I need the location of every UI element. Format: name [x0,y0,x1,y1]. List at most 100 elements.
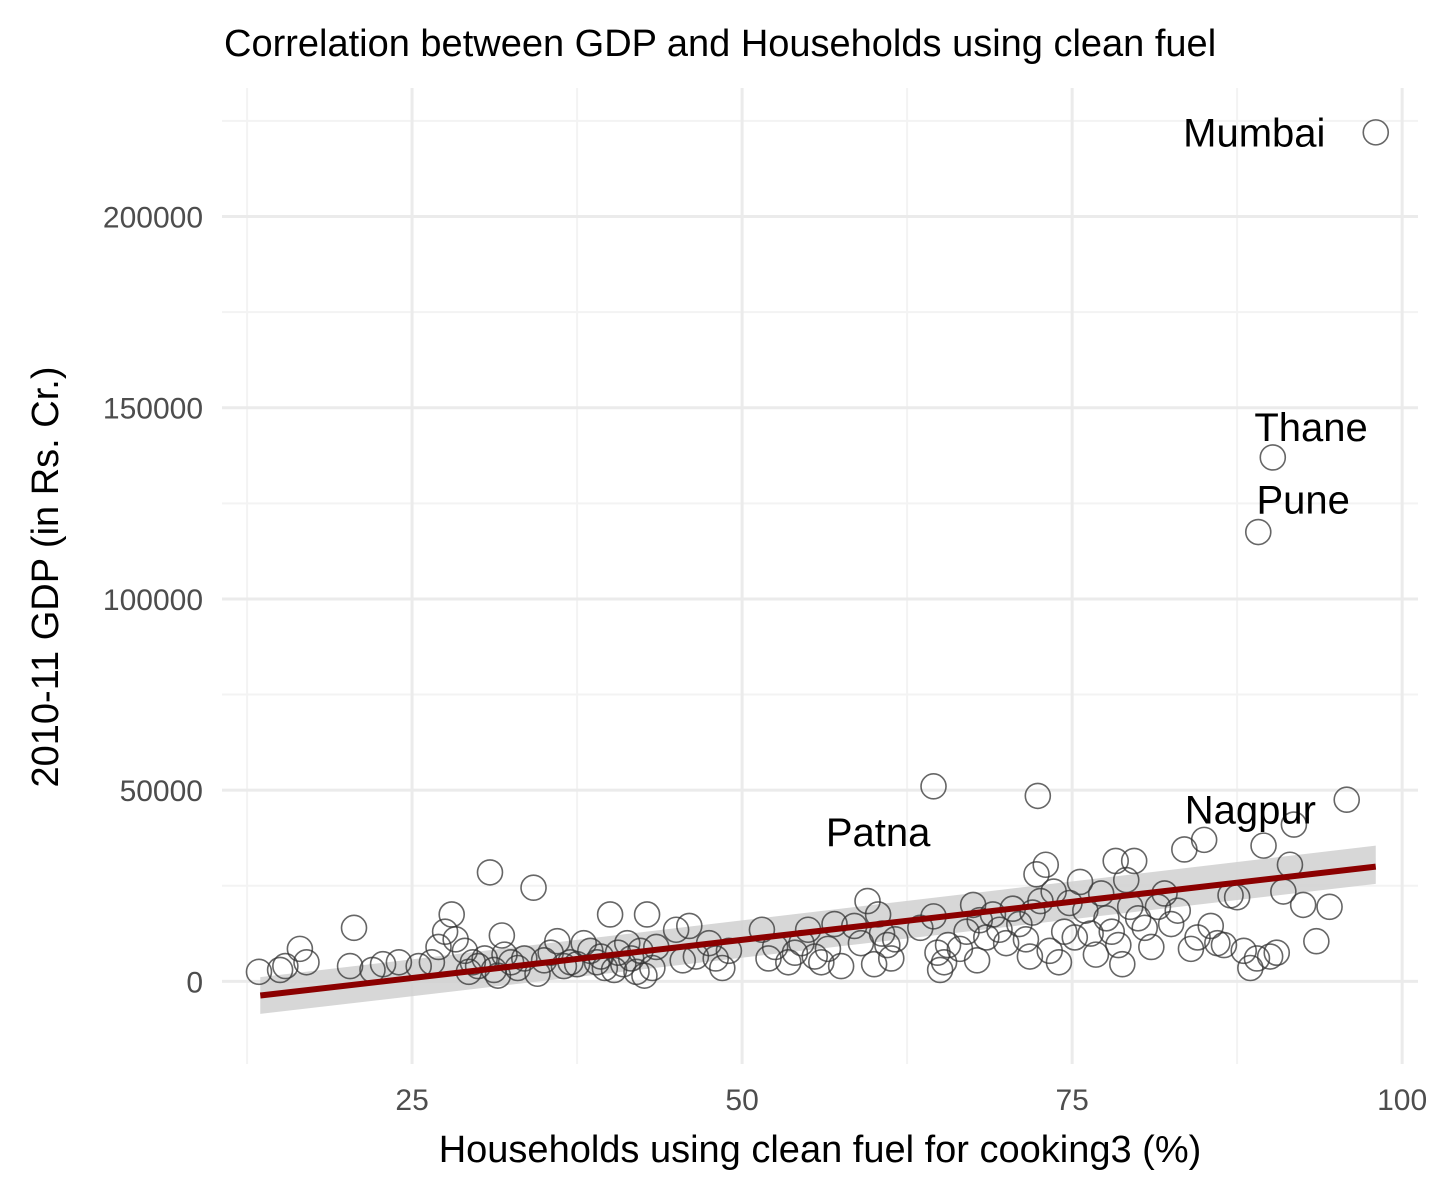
scatter-point [877,945,905,972]
scatter-point [459,948,487,976]
scatter-point [709,954,736,982]
y-axis-title: 2010-11 GDP (in Rs. Cr.) [25,367,67,788]
scatter-point [1061,924,1089,951]
scatter-point [662,916,690,944]
scatter-point [821,910,848,938]
y-tick-label: 0 [186,966,203,999]
scatter-point [860,950,888,978]
scatter-point [1082,941,1110,968]
trend-line [259,863,1377,999]
scatter-point [1259,444,1287,471]
scatter-point [827,952,855,980]
x-tick-label: 100 [1377,1084,1427,1117]
scatter-point [920,773,947,800]
scatter-point [924,939,951,967]
scatter-point [1362,119,1390,146]
scatter-point [926,956,954,984]
scatter-point [986,916,1013,944]
scatter-point [293,948,320,976]
y-tick-label: 50000 [120,775,203,808]
scatter-point [385,948,413,976]
scatter-point [340,914,368,942]
scatter-point [1023,861,1050,888]
trend-line-layer [259,863,1377,999]
scatter-point [1289,891,1317,919]
scatter-point [1171,836,1198,863]
scatter-point [775,948,802,976]
scatter-point [336,952,364,980]
point-annotation: Thane [1254,406,1367,450]
chart-title: Correlation between GDP and Households u… [224,23,1216,65]
y-tick-label: 200000 [103,202,203,235]
grid [222,88,1418,1064]
scatter-point [814,935,842,963]
scatter-point [1157,910,1185,938]
point-annotation: Nagpur [1185,788,1316,832]
scatter-point [520,874,547,901]
point-layer [245,119,1390,989]
scatter-point [1164,897,1192,924]
scatter-point [702,945,730,972]
scatter-point [1210,931,1238,959]
scatter-point [1016,943,1044,970]
scatter-point [272,952,299,980]
scatter-point [1077,920,1104,947]
scatter-point [934,931,962,959]
scatter-point [1333,786,1361,814]
scatter-point [1087,880,1115,907]
scatter-point [1303,927,1330,955]
x-axis-title: Households using clean fuel for cooking3… [439,1129,1202,1171]
scatter-point [596,901,624,928]
x-tick-label: 25 [395,1084,428,1117]
scatter-point [438,901,465,928]
scatter-point [1243,945,1271,972]
scatter-point [511,945,538,972]
scatter-point [488,922,516,949]
scatter-point [639,954,666,982]
scatter-point [1237,954,1264,982]
scatter-point [1120,847,1148,875]
annotation-layer: Mumbai Thane Pune Nagpur Patna [826,111,1368,855]
scatter-point [1032,851,1060,879]
x-tick-label: 50 [725,1084,758,1117]
scatter-point [1197,912,1225,940]
scatter-point [781,939,809,967]
y-tick-label: 150000 [103,393,203,426]
scatter-point [550,952,578,980]
scatter-point [1109,950,1136,978]
scatter-point [1250,832,1277,859]
scatter-point [1131,914,1159,942]
scatter-point [1124,904,1152,932]
point-annotation: Patna [826,811,931,855]
scatter-point [431,918,459,945]
scatter-point [266,956,294,984]
scatter-point [930,948,958,976]
scatter-point [544,927,571,955]
scatter-point [1263,939,1291,967]
scatter-point [1138,933,1165,961]
x-axis-ticks: 25 50 75 100 [395,1084,1427,1117]
scatter-point [1012,926,1040,953]
scatter-point [1280,811,1308,838]
scatter-point [369,950,397,978]
scatter-point [808,948,835,976]
scatter-point [476,859,504,886]
scatter-point [881,926,909,953]
scatter-point [1066,868,1094,896]
point-annotation: Pune [1256,479,1349,523]
scatter-point [425,933,452,961]
scatter-point [748,916,776,944]
scatter-point [1024,782,1052,810]
scatter-point [676,912,703,940]
y-tick-label: 100000 [103,584,203,617]
scatter-point [992,929,1020,957]
scatter-point [854,887,881,915]
scatter-point [1256,943,1284,970]
scatter-point [715,937,743,965]
scatter-point [1244,518,1272,546]
scatter-point [245,958,273,986]
point-annotation: Mumbai [1183,111,1325,155]
scatter-point [1093,904,1120,932]
scatter-point [963,947,991,974]
